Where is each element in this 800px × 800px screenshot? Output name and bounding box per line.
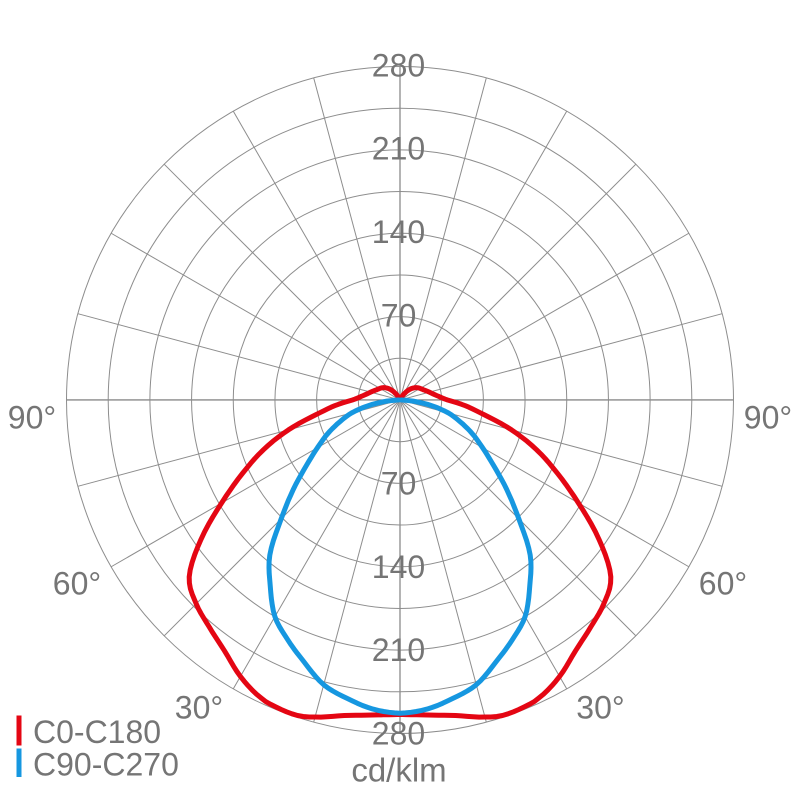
svg-text:60°: 60°: [699, 566, 747, 602]
svg-text:60°: 60°: [53, 566, 101, 602]
svg-text:70: 70: [381, 297, 417, 333]
svg-text:90°: 90°: [8, 400, 56, 436]
svg-text:90°: 90°: [744, 400, 792, 436]
svg-text:C90-C270: C90-C270: [33, 747, 179, 783]
svg-text:210: 210: [372, 131, 425, 167]
svg-text:210: 210: [372, 632, 425, 668]
svg-text:cd/klm: cd/klm: [351, 752, 446, 789]
svg-text:C0-C180: C0-C180: [33, 714, 161, 750]
svg-text:280: 280: [372, 716, 425, 752]
svg-text:30°: 30°: [576, 689, 624, 725]
svg-text:140: 140: [372, 549, 425, 585]
svg-text:140: 140: [372, 214, 425, 250]
svg-text:30°: 30°: [175, 689, 223, 725]
svg-text:70: 70: [381, 465, 417, 501]
svg-text:280: 280: [372, 47, 425, 83]
